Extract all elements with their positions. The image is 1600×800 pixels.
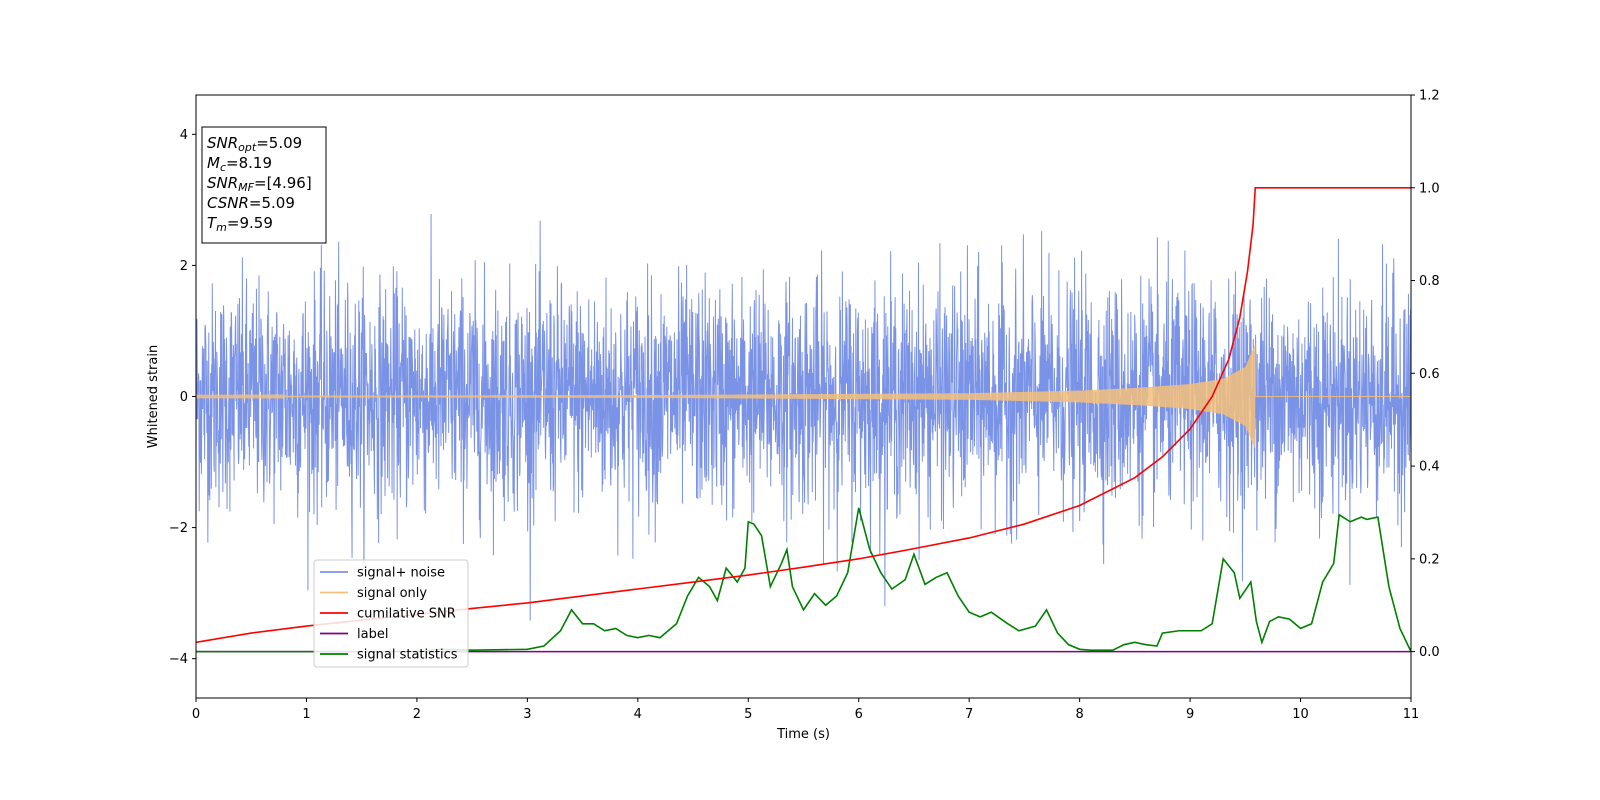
annotation-line: Mc=8.19 (207, 154, 272, 174)
y-left-tick-label: 4 (180, 128, 188, 143)
y-left-tick-label: −4 (169, 652, 188, 667)
x-tick-label: 1 (302, 707, 310, 722)
x-tick-label: 0 (192, 707, 200, 722)
x-tick-label: 10 (1292, 707, 1309, 722)
y-left-tick-label: −2 (169, 521, 188, 536)
legend-frame (313, 559, 469, 668)
x-tick-label: 4 (634, 707, 642, 722)
axes: 0 1 2 3 4 5 6 7 8 9 10 11 −4 −2 0 2 4 0.0 0.2 0.4 0.6 0.8 1.0 1… (169, 89, 1440, 723)
legend-label: signal only (357, 586, 427, 601)
x-tick-label: 2 (413, 707, 421, 722)
legend: signal+ noise signal only cumilative SNR la… (313, 559, 469, 668)
legend-label: cumilative SNR (357, 607, 456, 622)
y-right-tick-label: 0.8 (1419, 274, 1440, 289)
y-right-tick-label: 0.2 (1419, 552, 1440, 567)
x-tick-label: 9 (1186, 707, 1194, 722)
x-tick-label: 11 (1403, 707, 1420, 722)
x-tick-label: 6 (855, 707, 863, 722)
series-signal-only-line (196, 344, 1411, 448)
x-axis-title: Time (s) (776, 727, 830, 742)
y-right-tick-label: 0.4 (1419, 460, 1440, 475)
annotation-line: CSNR=5.09 (207, 194, 295, 212)
y-right-tick-label: 0.0 (1419, 645, 1440, 660)
y-axis-title: Whitened strain (146, 345, 161, 448)
y-right-tick-label: 0.6 (1419, 367, 1440, 382)
legend-label: label (357, 627, 388, 642)
y-left-tick-label: 0 (180, 390, 188, 405)
y-right-tick-label: 1.0 (1419, 181, 1440, 196)
y-left-tick-label: 2 (180, 259, 188, 274)
series-signal-statistics-line (196, 507, 1411, 653)
y-right-tick-label: 1.2 (1419, 89, 1440, 104)
annotation-line: SNRMF=[4.96] (207, 174, 312, 194)
annotation-line: Tm=9.59 (207, 214, 273, 234)
x-tick-label: 5 (744, 707, 752, 722)
x-tick-label: 7 (965, 707, 973, 722)
annotation-line: SNRopt=5.09 (207, 134, 302, 154)
x-tick-label: 8 (1075, 707, 1083, 722)
legend-label: signal statistics (357, 648, 458, 663)
annotation-box-frame (201, 126, 327, 244)
x-tick-label: 3 (523, 707, 531, 722)
legend-label: signal+ noise (357, 566, 445, 581)
